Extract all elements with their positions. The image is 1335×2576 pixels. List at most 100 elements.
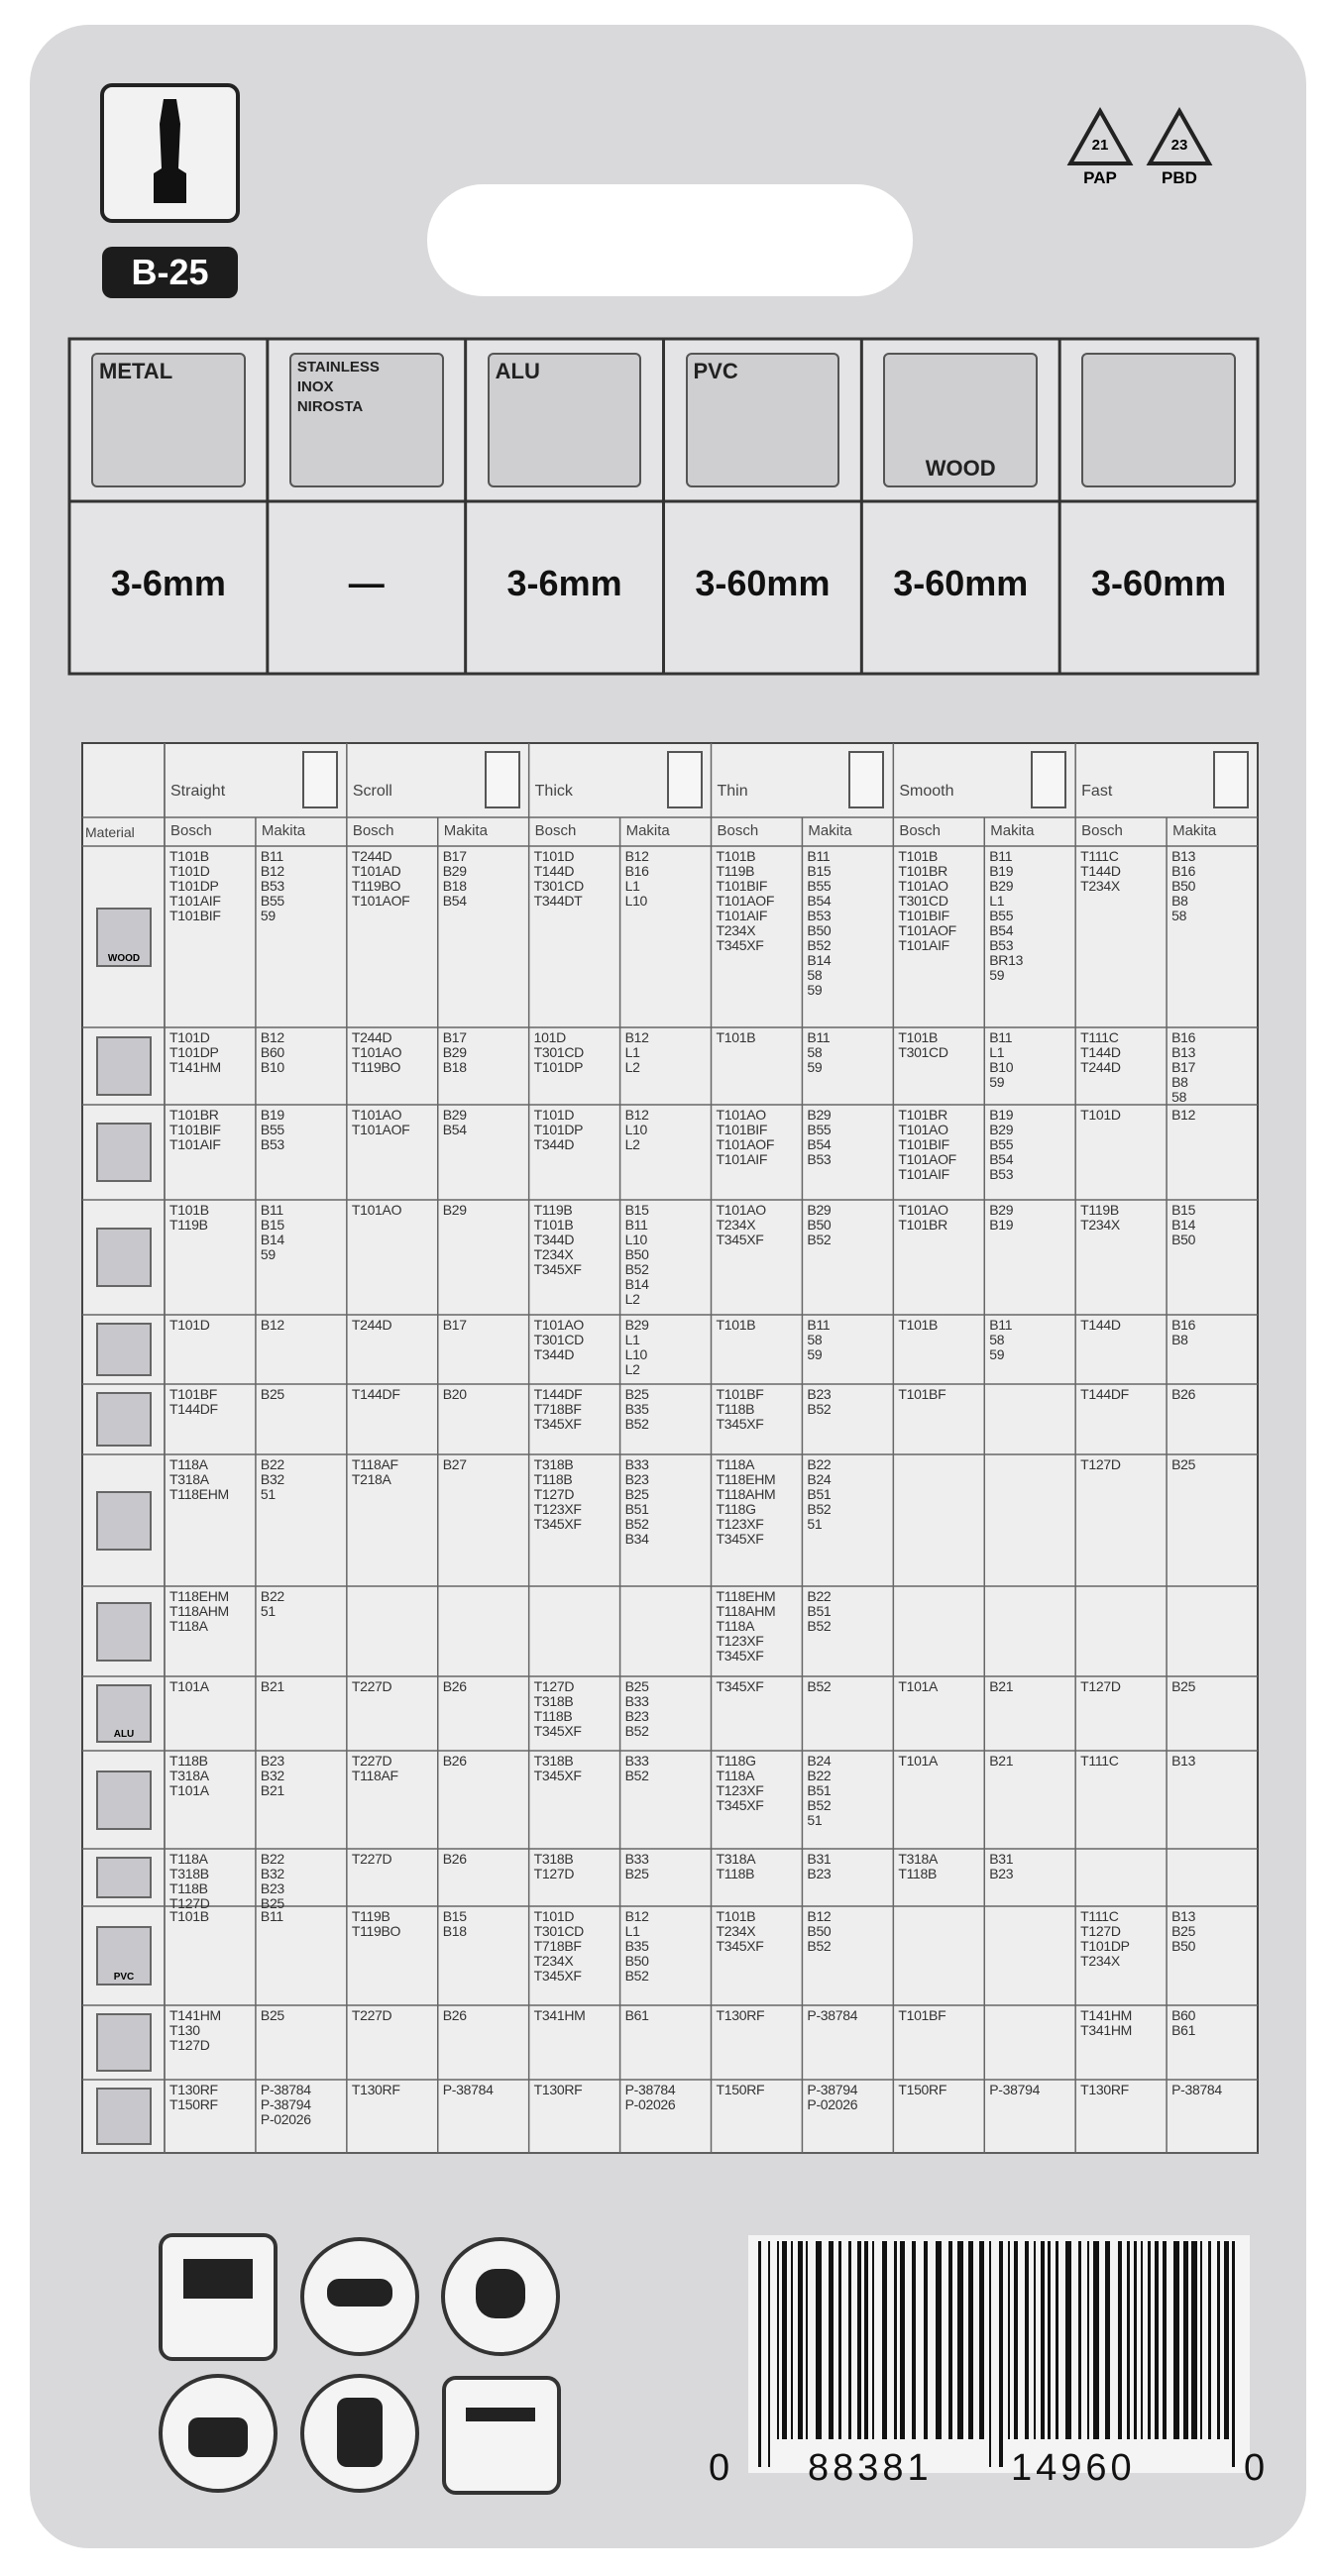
part-number: B32 [260,1471,284,1487]
part-number: B17 [442,1317,467,1333]
part-number: B54 [989,922,1014,938]
part-number: 51 [260,1486,276,1502]
table-cell: B29 B54 [438,1105,529,1200]
material-icon-label: INOX [296,378,334,395]
part-number: T101BF [898,2007,946,2023]
table-cell: T341HM [529,2005,620,2080]
part-number: B29 [442,1044,467,1060]
row-icon [96,1601,152,1662]
brand-header: Bosch [899,822,942,839]
table-cell: B21 [256,1676,347,1751]
part-number: B50 [807,1217,832,1233]
part-number: B29 [442,1107,467,1123]
table-cell: B23 B52 [802,1384,893,1454]
group-icon [484,751,520,808]
part-number: T101AO [533,1317,585,1333]
part-number: B52 [624,1516,649,1532]
part-number: T345XF [533,1768,582,1783]
part-number: T101DP [169,878,219,894]
part-number: T144D [1080,863,1121,879]
group-icon [1213,751,1249,808]
part-number: T119BO [351,1059,401,1075]
barcode-bar [768,2241,770,2467]
part-number: T101D [169,1029,210,1045]
part-number: T101BR [898,1107,947,1123]
part-number: T101B [716,1908,756,1924]
barcode-bar [936,2241,942,2439]
part-number: T118A [716,1456,755,1472]
table-cell: T318B T118B T127D T123XF T345XF [529,1454,620,1586]
part-number: B19 [989,1217,1014,1233]
part-number: T101AO [898,1122,948,1137]
table-cell [893,1586,984,1676]
part-number: B31 [989,1851,1014,1867]
part-number: T118B [169,1880,208,1896]
part-number: B55 [260,1122,284,1137]
barcode-bar [1183,2241,1188,2439]
part-number: L1 [624,1332,640,1347]
table-cell: T111C [1075,1751,1167,1849]
part-number: T144D [533,863,575,879]
barcode-bar [1191,2241,1197,2439]
part-number: 59 [989,967,1005,983]
part-number: T345XF [716,1648,764,1664]
barcode-bar [979,2241,984,2439]
part-number: T318B [533,1753,574,1769]
part-number: 59 [989,1074,1005,1090]
part-number: B12 [807,1908,832,1924]
table-cell: T101BF [893,2005,984,2080]
part-number: B52 [624,1723,649,1739]
table-cell: T144DF [1075,1384,1167,1454]
barcode-bar [864,2241,868,2439]
part-number: T118A [169,1456,208,1472]
table-cell: P-38784 [802,2005,893,2080]
part-number: T101AIF [898,937,949,953]
part-number: B12 [624,1107,649,1123]
part-number: T101BR [898,863,947,879]
part-number: T101AIF [716,1151,768,1167]
part-number: T345XF [533,1723,582,1739]
barcode-bar [1200,2241,1202,2439]
table-cell: B17 B29 B18 B54 [438,846,529,1027]
part-number: T130RF [533,2082,583,2097]
table-cell: B25 [1167,1454,1258,1586]
table-cell: P-38794 [984,2080,1075,2153]
table-cell: T111C T127D T101DP T234X [1075,1906,1167,2005]
part-number: T101BIF [716,878,768,894]
table-cell [893,1454,984,1586]
table-cell [620,1586,712,1676]
barcode-bar [912,2241,916,2439]
part-number: T345XF [716,1678,764,1694]
part-number: T118B [716,1401,755,1417]
table-cell: B29 L1 L10 L2 [620,1315,712,1384]
table-cell: T101D T301CD T718BF T234X T345XF [529,1906,620,2005]
brand-header: Bosch [534,822,577,839]
part-number: B16 [1171,863,1196,879]
part-number: T119B [169,1217,208,1233]
part-number: B19 [989,1107,1014,1123]
part-number: B8 [1171,893,1188,909]
part-number: T345XF [716,937,764,953]
part-number: T150RF [169,2096,218,2112]
part-number: T144DF [169,1401,218,1417]
part-number: T318B [533,1456,574,1472]
recycle-label: PBD [1162,168,1197,187]
part-number: B21 [989,1753,1014,1769]
barcode-bar [1025,2241,1029,2439]
part-number: T119B [533,1202,573,1218]
brand-header: Bosch [717,822,759,839]
part-number: B18 [442,878,467,894]
barcode-bar [816,2241,822,2439]
part-number: T345XF [533,1261,582,1277]
part-number: B29 [807,1202,832,1218]
part-number: T318B [533,1693,574,1709]
part-number: B22 [807,1456,832,1472]
group-header: Thin [717,783,748,800]
part-number: T345XF [716,1531,764,1547]
part-number: 58 [807,967,823,983]
group-header: Fast [1081,783,1113,800]
table-cell: T127D T318B T118B T345XF [529,1676,620,1751]
table-cell: 101D T301CD T101DP [529,1027,620,1105]
table-cell: P-38784 [438,2080,529,2153]
part-number: P-38794 [989,2082,1041,2097]
